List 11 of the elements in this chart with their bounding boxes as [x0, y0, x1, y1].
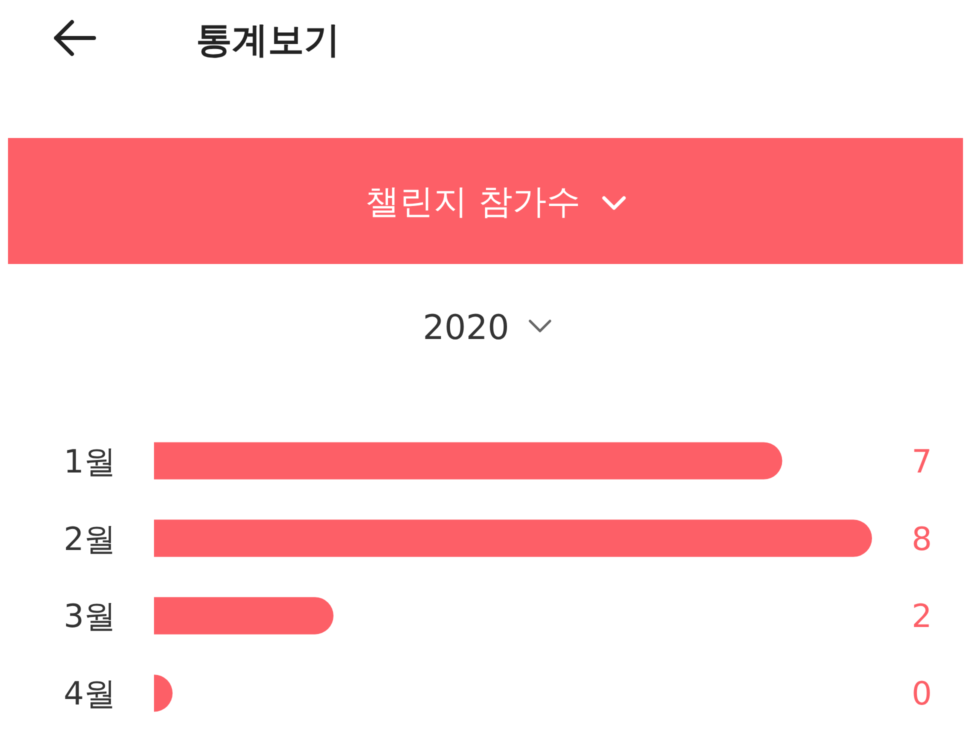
y-tick-label: 2월: [64, 520, 116, 558]
text: 2020: [422, 308, 510, 348]
data-label: 0: [912, 674, 932, 713]
chart-title: 통계보기: [196, 20, 340, 61]
chart-subtitle: 챌린지 참가수: [366, 182, 580, 222]
data-label: 2: [912, 597, 932, 636]
data-label: 8: [912, 520, 932, 558]
y-tick-label: 4월: [64, 674, 116, 713]
y-tick-label: 1월: [64, 442, 116, 480]
y-tick-label: 3월: [64, 597, 116, 636]
data-label: 7: [912, 442, 932, 480]
